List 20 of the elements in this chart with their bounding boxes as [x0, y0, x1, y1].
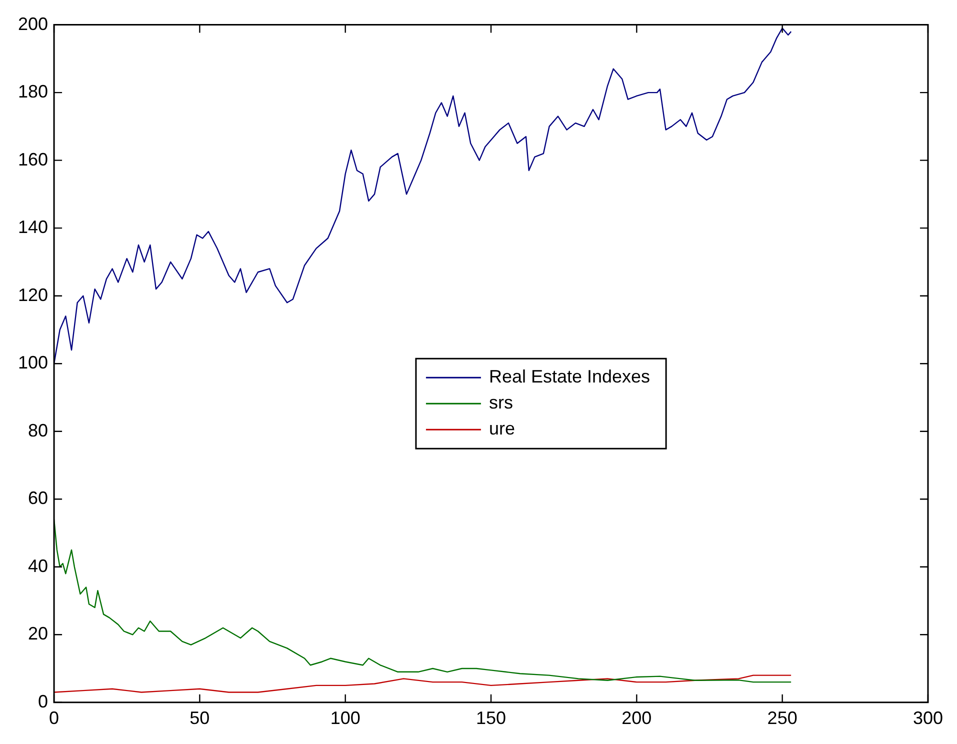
x-tick-label: 200 [622, 708, 652, 728]
x-tick-label: 250 [767, 708, 798, 728]
x-tick-label: 300 [912, 708, 944, 728]
y-tick-label: 0 [38, 691, 48, 712]
x-tick-label: 50 [190, 708, 210, 728]
y-tick-label: 100 [18, 352, 48, 373]
y-tick-label: 80 [28, 420, 48, 440]
legend-label: ure [488, 418, 515, 439]
legend-label: Real Estate Indexes [488, 366, 650, 387]
y-tick-label: 40 [28, 556, 48, 576]
legend-label: srs [488, 392, 513, 413]
y-tick-label: 180 [18, 82, 48, 102]
y-tick-label: 120 [18, 284, 48, 305]
y-tick-label: 200 [18, 14, 48, 34]
y-tick-label: 20 [28, 624, 48, 644]
x-tick-label: 150 [476, 708, 506, 728]
y-tick-label: 160 [18, 149, 48, 170]
y-tick-label: 60 [28, 488, 48, 508]
y-tick-label: 140 [18, 217, 48, 238]
x-tick-label: 100 [330, 708, 360, 728]
